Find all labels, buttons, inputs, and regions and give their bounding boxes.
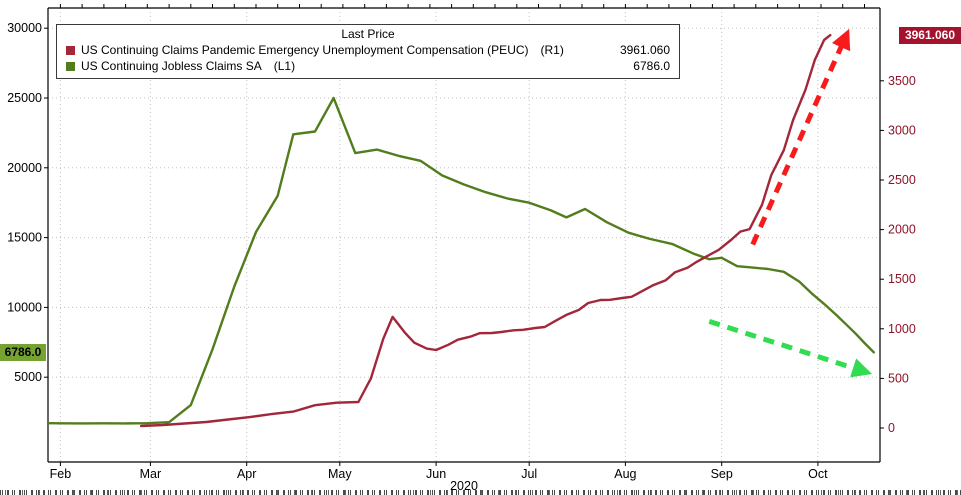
right-axis-tick-label: 1500 — [888, 272, 916, 286]
series-line-peuc — [139, 33, 832, 428]
x-axis-year-label: 2020 — [450, 479, 478, 493]
right-axis-tick-label: 2500 — [888, 173, 916, 187]
legend: Last Price US Continuing Claims Pandemic… — [56, 24, 680, 79]
left-axis-tick-label: 30000 — [7, 21, 42, 35]
right-axis-tick-label: 0 — [888, 421, 895, 435]
left-axis-tick-label: 15000 — [7, 231, 42, 245]
right-axis-tick-label: 500 — [888, 371, 909, 385]
legend-series-label: US Continuing Claims Pandemic Emergency … — [81, 43, 529, 57]
legend-series-value: 3961.060 — [619, 43, 670, 57]
x-axis-month-label: Apr — [237, 467, 256, 481]
legend-swatch — [66, 45, 75, 55]
right-axis-tick-label: 3500 — [888, 74, 916, 88]
x-axis-month-label: Mar — [140, 467, 162, 481]
legend-swatch — [66, 61, 75, 71]
legend-series-value: 6786.0 — [633, 59, 670, 73]
legend-title: Last Price — [341, 27, 395, 41]
jobless-decline-arrow — [708, 319, 873, 378]
x-axis-month-label: Oct — [808, 467, 828, 481]
legend-row-jobless: US Continuing Jobless Claims SA (L1) 678… — [66, 58, 670, 74]
x-axis-month-label: Sep — [711, 467, 733, 481]
legend-axis-tag: (L1) — [273, 59, 296, 73]
right-axis-tick-label: 3000 — [888, 123, 916, 137]
legend-series-label: US Continuing Jobless Claims SA — [81, 59, 262, 73]
last-price-label-right: 3961.060 — [898, 27, 961, 44]
x-axis-month-label: Aug — [614, 467, 636, 481]
cropped-text-strip — [0, 490, 961, 495]
x-axis-month-label: Feb — [50, 467, 72, 481]
right-axis-tick-label: 2000 — [888, 223, 916, 237]
peuc-surge-arrow — [750, 28, 851, 246]
x-axis-month-label: Jul — [521, 467, 537, 481]
left-axis-tick-label: 25000 — [7, 91, 42, 105]
left-axis-tick-label: 20000 — [7, 161, 42, 175]
series-line-jobless-claims — [46, 96, 875, 425]
right-axis-tick-label: 1000 — [888, 322, 916, 336]
last-price-label-left: 6786.0 — [0, 344, 46, 361]
legend-axis-tag: (R1) — [540, 43, 564, 57]
x-axis-month-label: May — [328, 467, 352, 481]
left-axis-tick-label: 5000 — [14, 370, 42, 384]
left-axis-tick-label: 10000 — [7, 300, 42, 314]
x-axis-month-label: Jun — [426, 467, 446, 481]
legend-row-peuc: US Continuing Claims Pandemic Emergency … — [66, 42, 670, 58]
